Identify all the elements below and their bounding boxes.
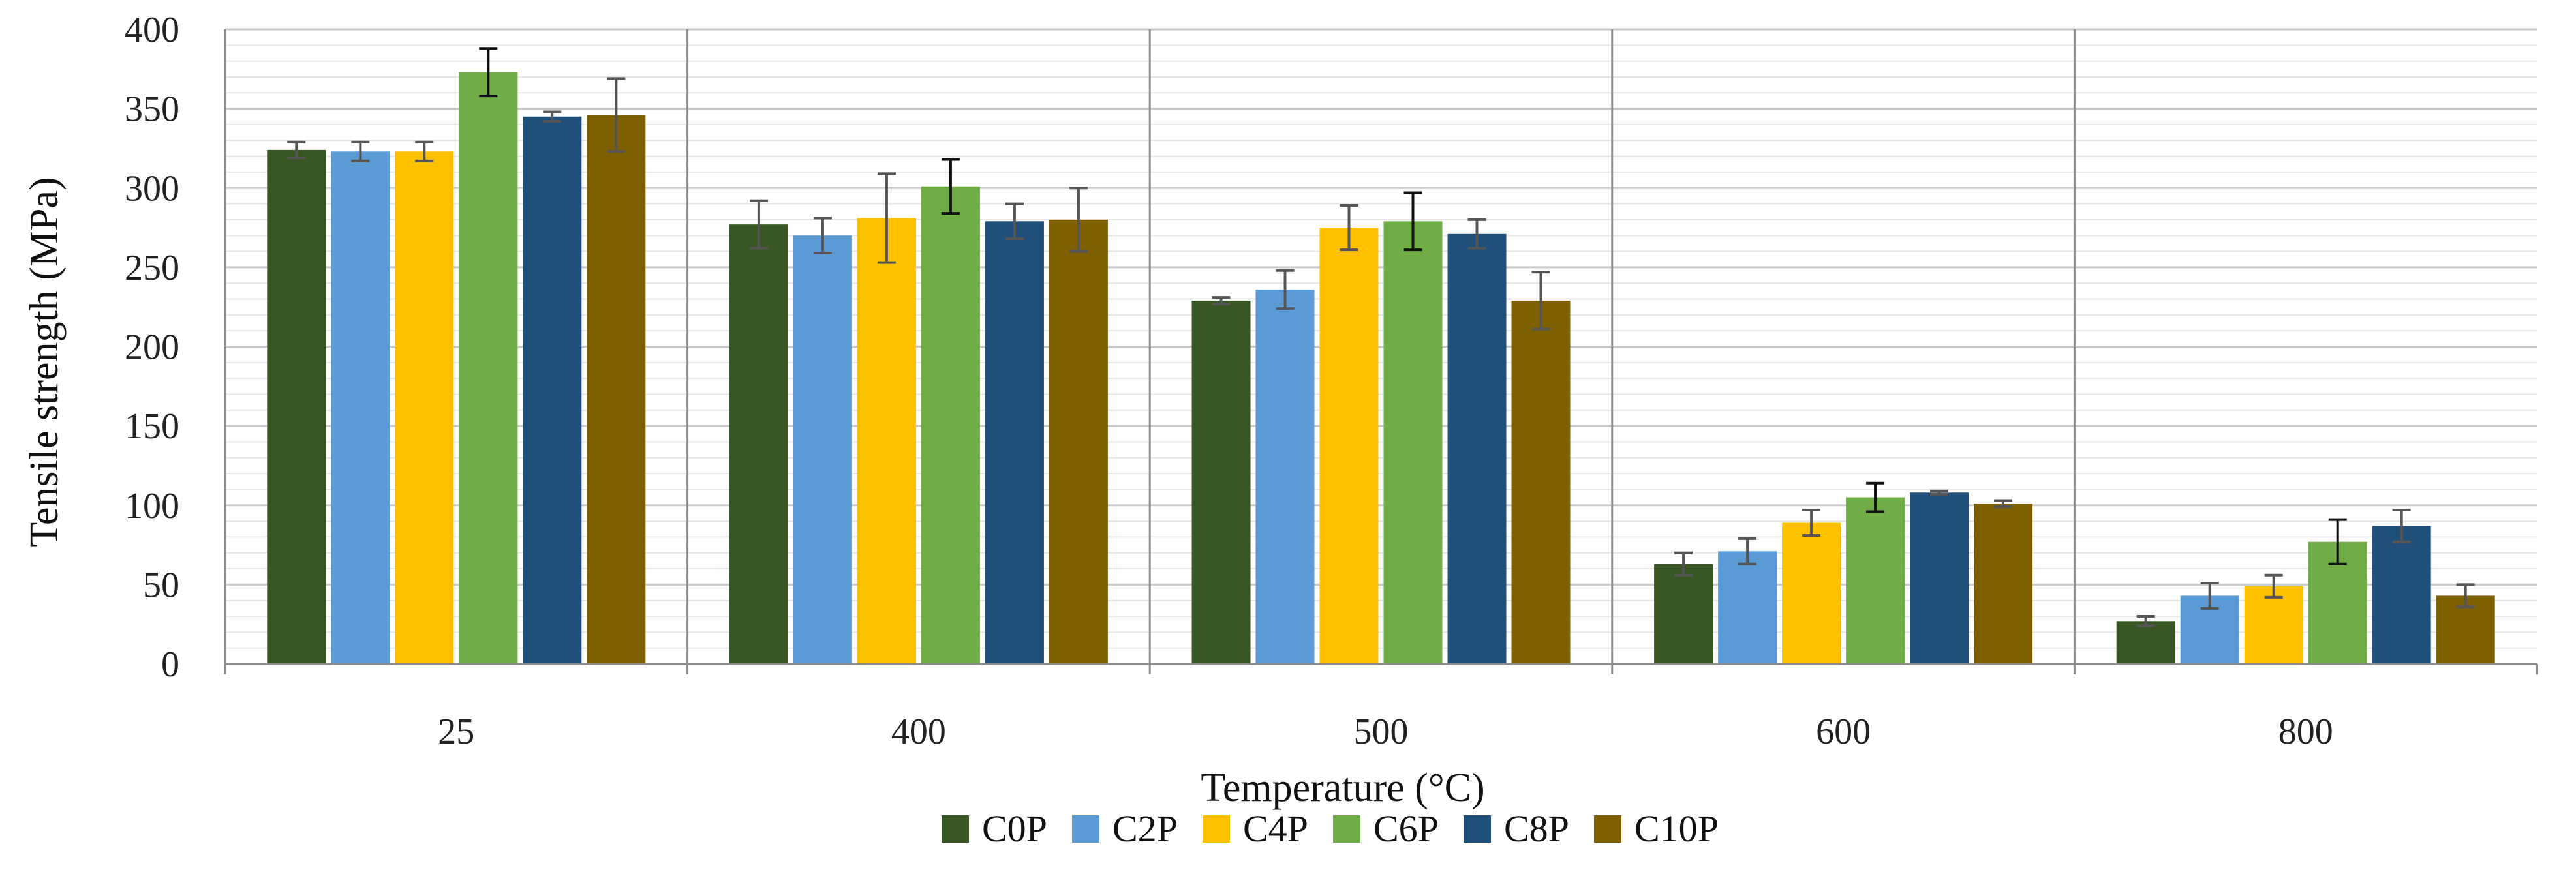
bar-c8p-500 xyxy=(1447,233,1507,665)
y-tick-label: 350 xyxy=(125,89,179,130)
error-bar-c2p-25 xyxy=(351,140,370,162)
x-tick-label: 500 xyxy=(1354,712,1409,752)
legend-label: C4P xyxy=(1243,807,1308,850)
error-bar-c8p-500 xyxy=(1467,218,1486,250)
error-bar-c0p-400 xyxy=(749,199,768,250)
error-bars xyxy=(287,47,2475,627)
legend-item-c8p: C8P xyxy=(1464,807,1569,850)
y-tick-label: 150 xyxy=(125,406,179,447)
error-bar-c4p-400 xyxy=(877,172,896,264)
legend-swatch xyxy=(942,815,969,843)
error-bar-c8p-25 xyxy=(543,110,562,123)
bar-c0p-800 xyxy=(2116,621,2175,664)
legend-swatch xyxy=(1464,815,1491,843)
error-bar-c4p-800 xyxy=(2264,573,2283,599)
error-bar-c10p-600 xyxy=(1994,499,2013,509)
bar-c10p-600 xyxy=(1974,504,2033,664)
x-axis-title: Temperature (°C) xyxy=(1201,766,1484,810)
bar-c6p-25 xyxy=(459,72,518,665)
bars xyxy=(267,72,2495,665)
error-bar-c10p-500 xyxy=(1531,271,1550,331)
bar-c0p-400 xyxy=(729,224,788,664)
y-tick-label: 0 xyxy=(161,644,179,685)
bar-c6p-400 xyxy=(921,186,980,664)
bar-c4p-800 xyxy=(2244,586,2303,664)
error-bar-c8p-600 xyxy=(1930,489,1949,496)
legend-swatch xyxy=(1333,815,1360,843)
bar-c8p-800 xyxy=(2372,526,2431,664)
x-tick-labels: 25 400 500 600 800 xyxy=(438,712,2333,752)
bar-c0p-25 xyxy=(267,149,326,664)
bar-c10p-500 xyxy=(1511,300,1571,664)
legend-swatch xyxy=(1594,815,1621,843)
error-bar-c8p-800 xyxy=(2392,509,2411,543)
error-bar-c10p-400 xyxy=(1069,187,1088,253)
y-tick-labels: 0 50 100 150 200 250 300 350 400 xyxy=(125,10,179,685)
error-bar-c6p-400 xyxy=(941,158,960,215)
legend-swatch xyxy=(1203,815,1230,843)
error-bar-c2p-500 xyxy=(1276,269,1295,310)
y-tick-label: 100 xyxy=(125,486,179,526)
bar-c8p-600 xyxy=(1910,492,1969,664)
error-bar-c0p-500 xyxy=(1212,296,1231,305)
bar-c4p-500 xyxy=(1319,228,1379,664)
bar-c2p-500 xyxy=(1255,289,1315,664)
error-bar-c6p-25 xyxy=(479,47,498,98)
bar-c6p-500 xyxy=(1383,221,1443,664)
error-bar-c6p-500 xyxy=(1403,191,1422,252)
x-tick-label: 400 xyxy=(891,712,946,752)
legend-item-c0p: C0P xyxy=(942,807,1047,850)
error-bar-c6p-800 xyxy=(2328,518,2347,565)
y-tick-label: 250 xyxy=(125,248,179,288)
x-tick-label: 25 xyxy=(438,712,474,752)
error-bar-c4p-500 xyxy=(1340,204,1358,252)
error-bar-c6p-600 xyxy=(1866,481,1885,513)
error-bar-c0p-800 xyxy=(2136,615,2155,627)
error-bar-c2p-800 xyxy=(2200,581,2219,610)
x-tick-label: 800 xyxy=(2278,712,2333,752)
legend-item-c10p: C10P xyxy=(1594,807,1719,850)
bar-c8p-400 xyxy=(985,221,1044,664)
bar-c8p-25 xyxy=(523,116,582,665)
y-axis-title: Tensile strength (MPa) xyxy=(22,177,67,547)
bar-c2p-600 xyxy=(1718,551,1777,664)
error-bar-c0p-25 xyxy=(287,140,306,160)
x-tick-label: 600 xyxy=(1816,712,1871,752)
error-bar-c2p-600 xyxy=(1738,537,1757,565)
legend-label: C8P xyxy=(1504,807,1569,850)
error-bar-c0p-600 xyxy=(1674,551,1693,577)
legend-item-c2p: C2P xyxy=(1072,807,1178,850)
legend-label: C10P xyxy=(1634,807,1719,850)
error-bar-c4p-600 xyxy=(1802,509,1821,537)
bar-c4p-400 xyxy=(857,218,916,664)
y-tick-label: 50 xyxy=(143,565,179,605)
legend-swatch xyxy=(1072,815,1099,843)
category-separators xyxy=(686,29,2076,664)
bar-c0p-500 xyxy=(1191,300,1251,664)
legend-label: C0P xyxy=(982,807,1047,850)
bar-c6p-600 xyxy=(1846,497,1905,664)
axes xyxy=(224,29,2538,674)
error-bar-c2p-400 xyxy=(813,217,832,254)
legend-label: C2P xyxy=(1112,807,1178,850)
error-bar-c10p-25 xyxy=(607,77,626,153)
error-bar-c10p-800 xyxy=(2456,583,2475,609)
error-bar-c8p-400 xyxy=(1005,202,1024,241)
bar-c2p-400 xyxy=(793,235,852,665)
bar-c0p-600 xyxy=(1654,564,1713,664)
y-tick-label: 300 xyxy=(125,168,179,209)
legend-label: C6P xyxy=(1373,807,1439,850)
legend: C0P C2P C4P C6P C8P C10P xyxy=(942,807,1719,850)
error-bar-c4p-25 xyxy=(415,140,434,162)
bar-c2p-25 xyxy=(331,151,390,665)
bar-c10p-25 xyxy=(587,115,646,665)
bar-c4p-25 xyxy=(395,151,454,665)
bar-c4p-600 xyxy=(1782,522,1841,664)
legend-item-c4p: C4P xyxy=(1203,807,1308,850)
legend-item-c6p: C6P xyxy=(1333,807,1439,850)
y-tick-label: 200 xyxy=(125,327,179,368)
bar-c10p-400 xyxy=(1049,219,1108,664)
y-tick-label: 400 xyxy=(125,10,179,50)
